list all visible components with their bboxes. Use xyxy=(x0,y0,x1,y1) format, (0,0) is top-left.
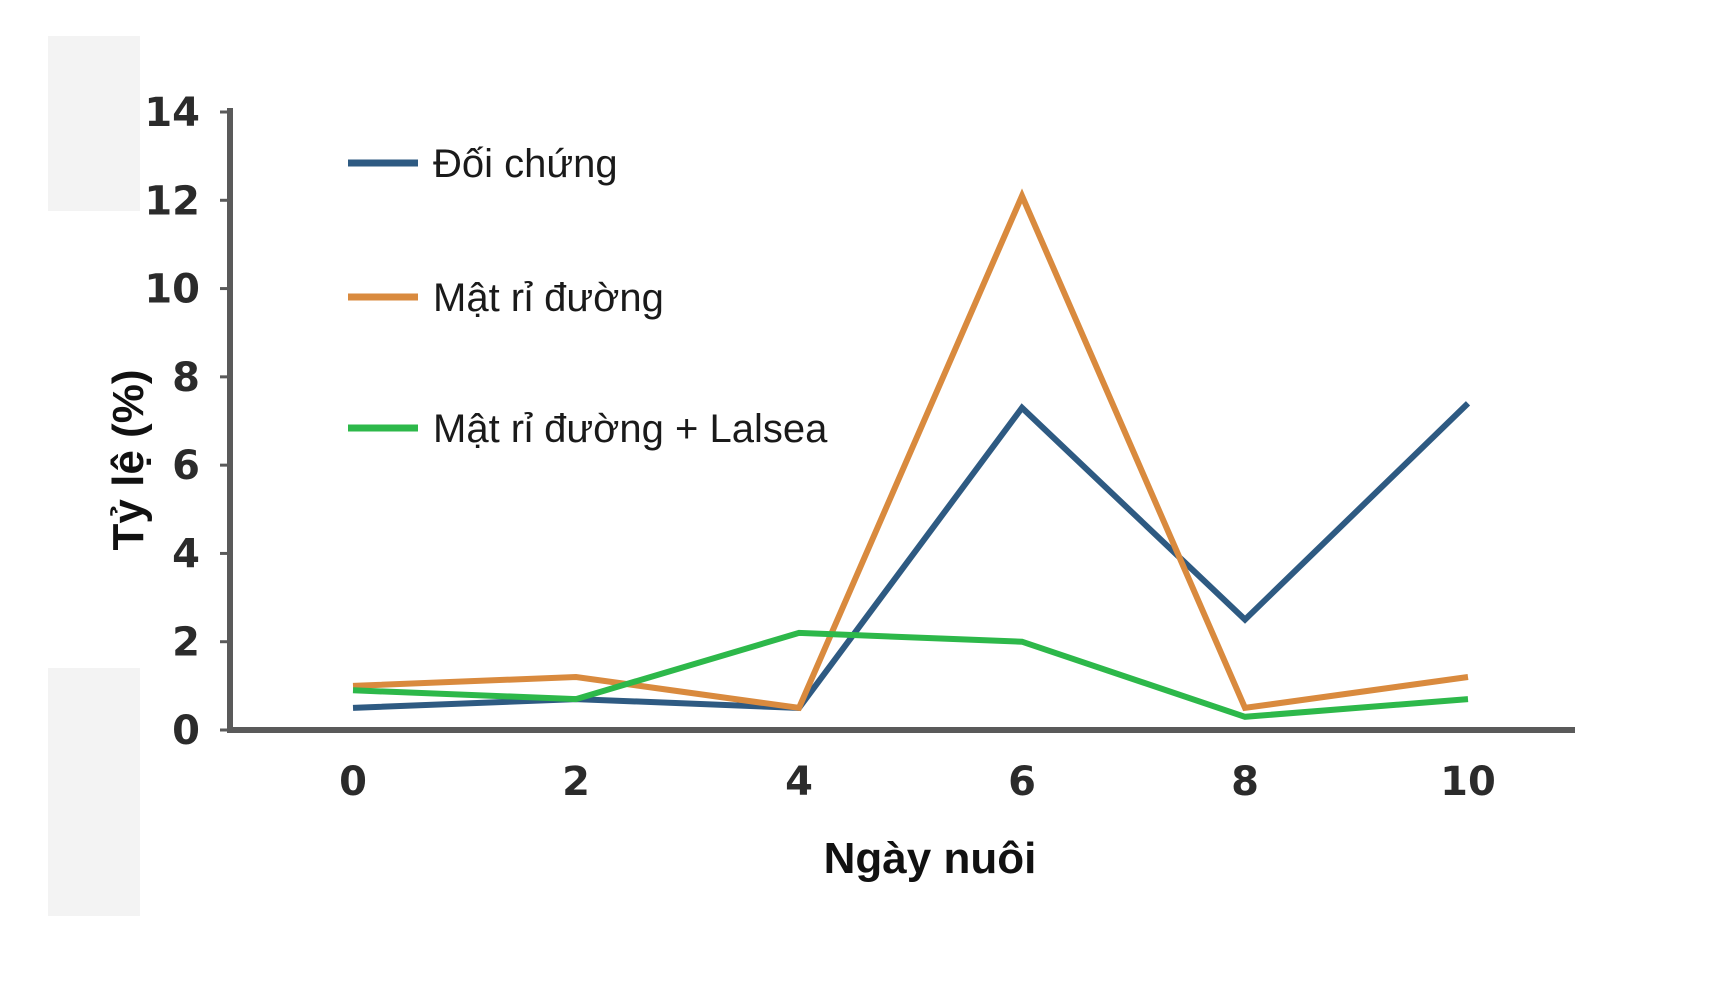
x-tick-label: 10 xyxy=(1440,759,1496,805)
x-tick-label: 4 xyxy=(785,759,813,805)
y-tick-label: 8 xyxy=(172,355,200,401)
legend-label-2: Mật rỉ đường xyxy=(433,276,664,320)
y-tick-label: 2 xyxy=(172,620,200,666)
chart-side-panel-upper xyxy=(48,36,140,211)
y-tick-label: 4 xyxy=(172,531,200,577)
x-tick-label: 6 xyxy=(1008,759,1036,805)
legend: Đối chứng Mật rỉ đường Mật rỉ đường + Lals… xyxy=(348,142,828,451)
y-tick-label: 10 xyxy=(144,267,200,313)
legend-label-1: Đối chứng xyxy=(433,142,618,186)
chart-side-panel-lower xyxy=(48,668,140,916)
series-line-3 xyxy=(352,629,1469,720)
axes-layer xyxy=(227,108,1575,733)
x-tick-label: 8 xyxy=(1231,759,1259,805)
x-axis-title: Ngày nuôi xyxy=(824,834,1037,883)
y-tick-label: 0 xyxy=(172,708,200,754)
series-layer xyxy=(352,188,1471,720)
legend-label-3: Mật rỉ đường + Lalsea xyxy=(433,407,828,451)
y-tick-label: 6 xyxy=(172,443,200,489)
y-axis-title: Tỷ lệ (%) xyxy=(104,370,153,551)
y-tick-label: 12 xyxy=(144,178,200,224)
ticks-layer: 0 2 4 6 8 10 12 14 0 2 4 6 8 10 xyxy=(144,90,1496,805)
y-tick-label: 14 xyxy=(144,90,200,136)
x-tick-label: 0 xyxy=(339,759,367,805)
series-line-2 xyxy=(352,188,1469,712)
x-tick-label: 2 xyxy=(562,759,590,805)
